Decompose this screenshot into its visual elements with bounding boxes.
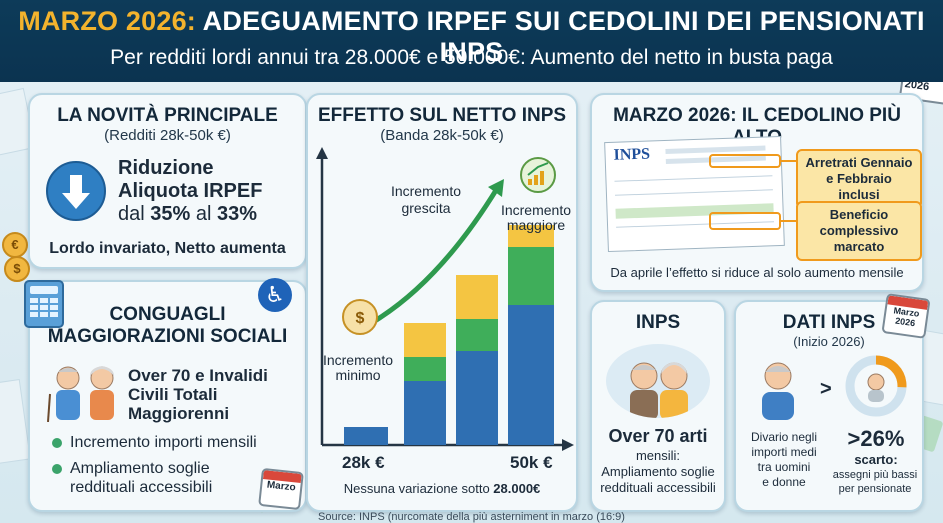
bullet-dot [52, 463, 62, 474]
money-bag-icon [342, 299, 378, 335]
inps-title: INPS [635, 312, 681, 333]
cedolino-footer: Da aprile l’effetto si riduce al solo au… [610, 265, 904, 280]
conguagli-bullet-2: Ampliamento soglie reddituali accessibili [52, 459, 212, 497]
novita-subtitle: (Redditi 28k-50k €) [104, 127, 231, 144]
coin-icon: € [2, 232, 28, 258]
bar-blue-3 [508, 305, 554, 445]
novita-footer: Lordo invariato, Netto aumenta [49, 240, 286, 257]
novita-rate-change: dal 35% al 33% [118, 203, 257, 225]
svg-text:$: $ [356, 310, 365, 327]
effetto-title: EFFETTO SUL NETTO INPS [317, 105, 567, 126]
inps-card: INPS Over 70 arti mensili: Ampliamento s… [590, 300, 726, 512]
conguagli-title-1: CONGUAGLI [109, 304, 226, 325]
label-incremento-grescita: Incremento grescita [390, 183, 462, 216]
elderly-couple-icon [44, 364, 126, 427]
callout-beneficio: Beneficio complessivo marcato [796, 201, 922, 261]
bullet-dot [52, 437, 62, 448]
callout-connectors [709, 154, 798, 230]
axis-label-left: 28k € [342, 453, 385, 472]
calendar-icon: Marzo [258, 467, 304, 511]
bar-blue-1 [404, 381, 446, 445]
label-incremento-minimo: Incremento minimo [322, 352, 394, 383]
bar-blue-2 [456, 351, 498, 445]
elderly-man-icon [752, 358, 804, 425]
source-note: Source: INPS (nurcomate della più astern… [318, 511, 625, 523]
dati-right-text: assegni più bassi per pensionate [832, 469, 918, 495]
dati-card: DATI INPS (Inizio 2026) Marzo 2026 > Div… [734, 293, 931, 512]
conguagli-title-2: MAGGIORAZIONI SOCIALI [47, 326, 288, 347]
dati-percent: >26% [847, 426, 905, 451]
novita-line1: Riduzione [118, 157, 214, 179]
conguagli-group-2: Civili Totali [128, 385, 218, 404]
callout-arretrati: Arretrati Gennaio e Febbraio inclusi [796, 149, 922, 209]
conguagli-group-1: Over 70 e Invalidi [128, 366, 268, 385]
percent-ring-icon [844, 354, 908, 423]
dati-title: DATI INPS [782, 312, 876, 333]
inps-line4: reddituali accessibili [600, 480, 716, 495]
inps-line3: Ampliamento soglie [601, 464, 715, 479]
header-banner: MARZO 2026: ADEGUAMENTO IRPEF SUI CEDOLI… [0, 0, 943, 82]
label-incremento-maggiore: Incremento maggiore [500, 202, 572, 233]
dati-left-text: Divario negli importi medi tra uomini e don… [750, 430, 818, 489]
novita-line2: Aliquota IRPEF [118, 180, 263, 202]
page-subtitle: Per redditi lordi annui tra 28.000€ e 50… [110, 46, 833, 69]
page-title: MARZO 2026: ADEGUAMENTO IRPEF SUI CEDOLI… [18, 6, 925, 67]
coin-icon: $ [4, 256, 30, 282]
dati-percent-label: scarto: [854, 452, 898, 467]
calculator-icon [24, 280, 64, 328]
comparison-sign: > [820, 378, 832, 400]
axis-label-right: 50k € [510, 453, 553, 472]
cedolino-card: MARZO 2026: IL CEDOLINO PIÙ ALTO INPS Ar… [590, 93, 924, 292]
arrow-down-icon [46, 161, 106, 221]
conguagli-group-3: Maggiorenni [128, 404, 230, 423]
inps-line1: Over 70 arti [608, 426, 708, 446]
dati-subtitle: (Inizio 2026) [793, 334, 865, 349]
conguagli-card: ♿ CONGUAGLI MAGGIORAZIONI SOCIALI Over 7… [24, 278, 307, 512]
effetto-card: EFFETTO SUL NETTO INPS (Banda 28k-50k €)… [306, 93, 578, 512]
elderly-couple-icon [606, 344, 710, 418]
wheelchair-icon: ♿ [258, 278, 292, 312]
growth-bars-illustration: $ [316, 147, 574, 451]
calendar-icon: Marzo 2026 [881, 293, 931, 339]
conguagli-bullet-1: Incremento importi mensili [52, 434, 257, 452]
novita-card: LA NOVITÀ PRINCIPALE (Redditi 28k-50k €)… [28, 93, 307, 269]
inps-line2: mensili: [635, 448, 681, 463]
effetto-note: Nessuna variazione sotto 28.000€ [343, 481, 541, 496]
effetto-subtitle: (Banda 28k-50k €) [380, 127, 504, 144]
novita-title: LA NOVITÀ PRINCIPALE [57, 105, 278, 126]
